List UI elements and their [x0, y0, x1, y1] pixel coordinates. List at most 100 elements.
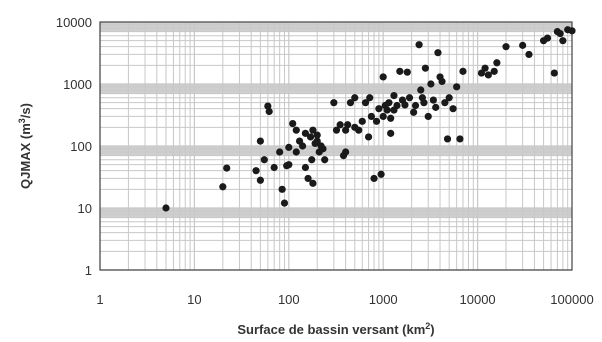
data-point [396, 67, 404, 75]
data-point [260, 156, 268, 164]
data-point [292, 126, 300, 134]
data-point [364, 133, 373, 141]
data-point [370, 174, 378, 183]
data-point [453, 83, 461, 91]
data-point [434, 49, 442, 57]
data-point [383, 106, 391, 114]
x-tick-label: 1000 [369, 292, 398, 307]
data-point [559, 37, 567, 45]
data-point [441, 99, 449, 107]
x-axis-title-main: Surface de bassin versant (km [237, 322, 425, 337]
data-point [366, 94, 374, 102]
data-point [420, 99, 428, 107]
data-point [355, 126, 363, 134]
data-point [306, 133, 315, 141]
data-point [456, 135, 464, 143]
data-point [252, 167, 260, 175]
y-tick-labels: 1 10 100 1000 10000 [56, 15, 92, 278]
grid-lines [99, 22, 572, 271]
data-point [484, 71, 492, 79]
data-point [379, 112, 387, 121]
decade-band [100, 208, 572, 218]
data-point [280, 199, 289, 207]
data-point [372, 117, 381, 125]
plot-frame [99, 21, 573, 271]
data-point [405, 94, 414, 102]
data-point [256, 176, 264, 184]
data-point [424, 112, 432, 121]
data-point [490, 67, 498, 75]
x-tick-label: 100 [278, 292, 300, 307]
data-point [502, 43, 510, 51]
y-axis-title: QJMAX (m3/s) [17, 103, 33, 189]
data-point [556, 29, 564, 38]
data-point [313, 131, 321, 139]
data-point [429, 96, 437, 104]
decade-band [100, 84, 572, 94]
data-point [519, 41, 527, 49]
data-point [393, 101, 401, 110]
data-point [308, 156, 316, 164]
y-tick-label: 1 [85, 263, 92, 278]
data-point [276, 148, 284, 156]
data-point [270, 163, 278, 172]
data-point [449, 105, 457, 113]
data-point [415, 41, 423, 49]
data-point [367, 112, 376, 121]
data-point [568, 27, 576, 35]
x-tick-label: 10000 [460, 292, 496, 307]
data-point [309, 126, 317, 134]
data-point [493, 59, 501, 67]
data-point [219, 183, 227, 191]
data-points [162, 26, 576, 212]
data-point [379, 73, 387, 81]
data-point [358, 117, 366, 125]
data-point [377, 170, 385, 178]
decade-band [100, 146, 572, 156]
decade-band [100, 22, 572, 32]
data-point [443, 135, 452, 143]
x-axis-title-end: ) [430, 322, 434, 337]
data-point [481, 64, 489, 72]
data-point [543, 34, 552, 42]
data-point [390, 91, 398, 100]
data-point [278, 185, 286, 193]
data-point [332, 126, 341, 134]
data-point [387, 129, 395, 137]
data-point [264, 102, 272, 110]
data-point [550, 69, 558, 77]
data-point [525, 50, 533, 59]
data-point [438, 77, 446, 86]
x-axis-title: Surface de bassin versant (km2) [237, 321, 434, 337]
data-point [385, 99, 393, 107]
data-point [256, 137, 264, 145]
data-point [330, 99, 338, 107]
data-point [319, 145, 327, 153]
data-point [301, 129, 310, 137]
data-point [342, 148, 350, 156]
data-point [285, 161, 293, 169]
data-point [309, 179, 317, 187]
x-tick-labels: 1 10 100 1000 10000 100000 [96, 292, 593, 307]
data-point [411, 101, 420, 110]
data-point [387, 114, 395, 122]
data-point [361, 99, 370, 107]
x-axis-title-sup: 2 [425, 321, 430, 331]
data-point [304, 174, 312, 183]
shaded-bands [100, 22, 572, 218]
data-point [289, 119, 297, 128]
data-point [342, 126, 350, 134]
data-point [344, 121, 352, 129]
data-point [298, 142, 307, 150]
data-point [336, 121, 344, 129]
data-point [401, 101, 409, 109]
data-point [301, 163, 310, 172]
data-point [417, 86, 425, 94]
data-point [421, 64, 430, 72]
y-tick-label: 10 [78, 201, 92, 216]
data-point [313, 137, 321, 145]
data-point [459, 67, 467, 75]
data-point [432, 103, 440, 111]
data-point [285, 143, 293, 151]
